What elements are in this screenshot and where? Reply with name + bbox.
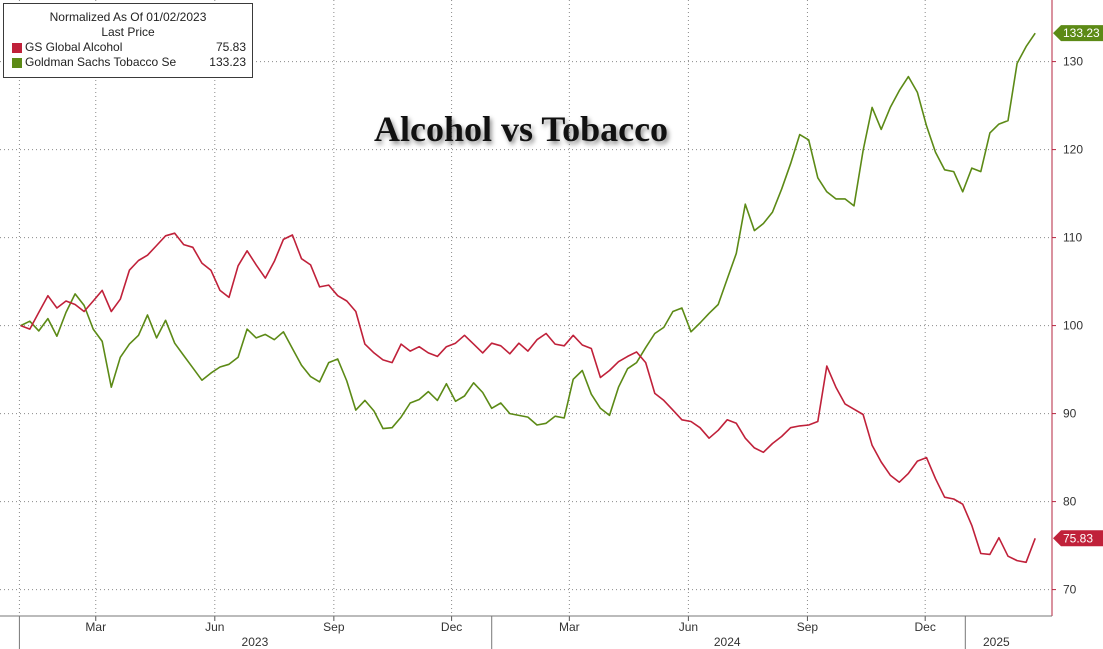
x-tick-label: Sep [797,620,819,634]
last-price-tag-alcohol: 75.83 [1053,530,1103,547]
legend-swatch-alcohol [12,43,22,53]
legend-label-tobacco: Goldman Sachs Tobacco Se [25,55,177,69]
series-line-tobacco [20,32,1036,430]
last-price-tag-bg [1053,530,1103,547]
year-label: 2024 [714,635,741,649]
legend-swatch-tobacco [12,58,22,68]
last-price-tag-bg [1053,25,1103,42]
y-tick-label: 100 [1063,319,1083,333]
x-tick-label: Mar [85,620,106,634]
legend-value-tobacco: 133.23 [209,55,246,69]
x-tick-label: Dec [441,620,462,634]
last-price-tag-tobacco: 133.23 [1053,25,1103,42]
y-tick-label: 80 [1063,495,1077,509]
legend-value-alcohol: 75.83 [215,40,246,54]
y-tick-label: 130 [1063,55,1083,69]
series-line-alcohol [20,232,1036,564]
x-tick-label: Dec [915,620,936,634]
x-tick-label: Jun [679,620,698,634]
year-label: 2023 [242,635,269,649]
legend: Normalized As Of 01/02/2023 Last Price G… [3,3,253,78]
series-lines [20,32,1036,564]
y-tick-label: 90 [1063,407,1077,421]
y-tick-label: 120 [1063,143,1083,157]
year-label: 2025 [983,635,1010,649]
legend-subheader: Last Price [101,25,155,39]
last-price-tag-text: 133.23 [1063,26,1100,40]
chart-title: Alcohol vs Tobacco [374,109,669,149]
y-tick-label: 70 [1063,583,1077,597]
grid [0,0,1052,616]
last-price-tag-text: 75.83 [1063,531,1093,545]
x-tick-label: Mar [559,620,580,634]
x-tick-label: Jun [205,620,224,634]
legend-label-alcohol: GS Global Alcohol [25,40,123,54]
last-price-labels: 75.83 133.23 [1053,25,1103,547]
x-tick-label: Sep [323,620,345,634]
y-tick-label: 110 [1063,231,1082,245]
legend-item-alcohol: GS Global Alcohol 75.83 [4,40,252,55]
legend-header: Normalized As Of 01/02/2023 [49,10,207,24]
legend-item-tobacco: Goldman Sachs Tobacco Se 133.23 [4,55,252,70]
